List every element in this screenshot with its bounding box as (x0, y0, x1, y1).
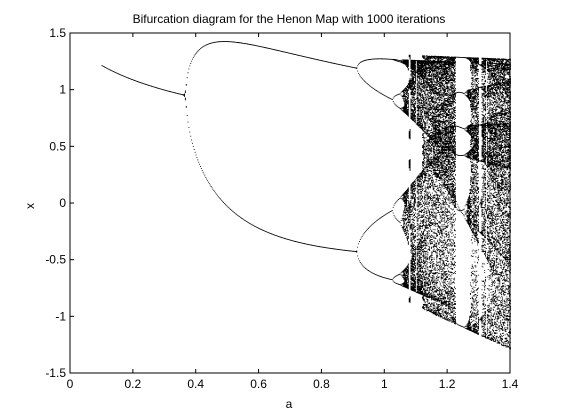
y-tick-label: -1 (55, 309, 66, 323)
y-axis-label: x (23, 203, 37, 209)
x-tick-label: 0.2 (125, 377, 142, 391)
x-tick-label: 1.2 (439, 377, 456, 391)
y-tick-label: 0.5 (49, 139, 66, 153)
chart-title: Bifurcation diagram for the Henon Map wi… (133, 12, 446, 26)
data-point-series (101, 41, 511, 350)
x-axis-label: a (286, 397, 293, 411)
x-tick-label: 1 (381, 377, 388, 391)
x-tick-label: 0.8 (313, 377, 330, 391)
plot-frame (69, 32, 511, 374)
x-tick-label: 0.4 (187, 377, 204, 391)
y-tick-label: 1.5 (49, 26, 66, 40)
axis-ticks-layer: 0 0.2 0.4 0.6 0.8 1 1.2 1.4 -1.5 -1 -0.5 0 0.5 1 1.5 (45, 26, 518, 391)
y-tick-label: -1.5 (45, 366, 66, 380)
x-tick-label: 1.4 (502, 377, 519, 391)
y-tick-label: -0.5 (45, 253, 66, 267)
y-tick-label: 0 (59, 196, 66, 210)
data-points-layer (101, 41, 511, 350)
x-tick-label: 0 (67, 377, 74, 391)
x-tick-label: 0.6 (250, 377, 267, 391)
y-tick-label: 1 (59, 83, 66, 97)
